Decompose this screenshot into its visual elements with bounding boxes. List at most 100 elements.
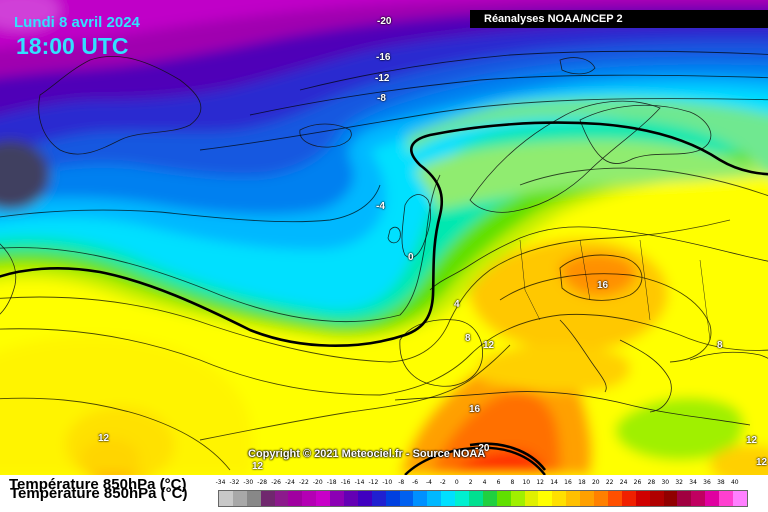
- isotherm-label: 8: [465, 333, 471, 344]
- legend-swatch: [385, 491, 400, 506]
- legend-tick-label: 26: [633, 479, 642, 486]
- legend-tick-label: 16: [564, 479, 572, 486]
- legend-tick-label: 12: [536, 479, 544, 486]
- legend-swatch: [413, 491, 428, 506]
- legend-swatch: [260, 491, 275, 506]
- isotherm-label: -12: [375, 73, 390, 84]
- legend-swatch: [566, 491, 581, 506]
- legend-tick-label: 22: [605, 479, 614, 486]
- legend-swatch: [288, 491, 303, 506]
- legend-swatch: [719, 491, 733, 506]
- legend-tick-label: -30: [243, 479, 254, 486]
- isotherm-label: -20: [377, 16, 392, 27]
- legend-tick-label: -22: [298, 479, 309, 486]
- legend-tick-label: 32: [675, 479, 683, 486]
- legend-tick-label: 14: [550, 479, 558, 486]
- legend-swatch: [732, 491, 747, 506]
- legend-tick-label: -12: [368, 479, 379, 486]
- legend-swatch: [302, 491, 317, 506]
- isotherm-label: 16: [469, 404, 481, 415]
- legend-swatch: [344, 491, 358, 506]
- legend-swatch: [427, 491, 442, 506]
- legend-swatch: [357, 491, 372, 506]
- legend-tick-label: -18: [326, 479, 337, 486]
- legend-swatch: [538, 491, 553, 506]
- color-legend: Température 850hPa (°C) Température 850h…: [0, 475, 768, 512]
- date-label: Lundi 8 avril 2024: [14, 14, 140, 31]
- legend-tick-label: 18: [578, 479, 586, 486]
- legend-swatch: [649, 491, 664, 506]
- coastlines: [0, 56, 768, 426]
- isotherm-lines: [0, 121, 768, 471]
- legend-tick-label: -34: [215, 479, 226, 486]
- legend-tick-label: -10: [382, 479, 393, 486]
- copyright-text: Copyright © 2021 Meteociel.fr - Source N…: [248, 448, 486, 460]
- legend-swatch: [691, 491, 706, 506]
- legend-swatch: [524, 491, 539, 506]
- legend-tick-label: 38: [717, 479, 725, 486]
- legend-title-shadow: Température 850hPa (°C): [10, 485, 188, 502]
- legend-tick-label: -24: [285, 479, 295, 486]
- isotherm-label: 16: [597, 280, 609, 291]
- legend-tick-label: 20: [591, 479, 600, 486]
- legend-tick-label: -2: [439, 479, 446, 486]
- legend-tick-label: 30: [661, 479, 670, 486]
- legend-tick-label: -32: [229, 479, 240, 486]
- isotherm-label: 4: [454, 299, 460, 310]
- legend-tick-label: -20: [312, 479, 323, 486]
- legend-swatch: [663, 491, 678, 506]
- legend-swatch: [246, 491, 261, 506]
- legend-swatches: [218, 490, 748, 507]
- isotherm-label: 12: [483, 340, 495, 351]
- source-banner: Réanalyses NOAA/NCEP 2: [470, 10, 768, 28]
- thin-isotherms: [0, 50, 768, 471]
- legend-swatch: [635, 491, 650, 506]
- isotherm-label: -4: [376, 201, 385, 212]
- legend-swatch: [552, 491, 567, 506]
- legend-tick-label: 34: [689, 479, 697, 486]
- legend-swatch: [607, 491, 622, 506]
- legend-swatch: [621, 491, 636, 506]
- legend-swatch: [496, 491, 511, 506]
- legend-swatch: [316, 491, 331, 506]
- legend-swatch: [219, 491, 233, 506]
- isotherm-label: -8: [377, 93, 386, 104]
- legend-tick-label: 40: [730, 479, 739, 486]
- legend-swatch: [594, 491, 608, 506]
- legend-swatch: [399, 491, 414, 506]
- legend-tick-label: -8: [398, 479, 405, 486]
- legend-tick-label: -14: [354, 479, 365, 486]
- legend-tick-label: -4: [426, 479, 432, 486]
- legend-tick-label: 36: [703, 479, 711, 486]
- legend-tick-label: -26: [271, 479, 281, 486]
- legend-swatch: [330, 491, 345, 506]
- legend-swatch: [677, 491, 692, 506]
- legend-tick-label: 2: [468, 479, 473, 486]
- isotherm-label: -16: [376, 52, 391, 63]
- legend-tick-label: 0: [454, 479, 459, 486]
- isotherm-label: -20: [475, 443, 490, 454]
- legend-tick-label: 10: [522, 479, 531, 486]
- isotherm-label: 12: [746, 435, 758, 446]
- legend-swatch: [441, 491, 456, 506]
- legend-swatch: [232, 491, 247, 506]
- map-canvas: [0, 0, 768, 475]
- legend-tick-label: 6: [496, 479, 501, 486]
- legend-tick-label: 24: [619, 479, 628, 486]
- isotherm-label: 0: [408, 252, 414, 263]
- isotherm-label: 12: [756, 457, 768, 468]
- isotherm-label: 12: [252, 461, 264, 472]
- legend-swatch: [274, 491, 289, 506]
- temperature-field: [0, 0, 768, 475]
- legend-swatch: [580, 491, 595, 506]
- legend-tick-label: -28: [257, 479, 268, 486]
- legend-swatch: [705, 491, 720, 506]
- temperature-map: -20 -16 -12 -8 -4 0 4 8 12 16 12 12 16 8…: [0, 0, 768, 475]
- legend-swatch: [510, 491, 525, 506]
- legend-tick-label: 8: [510, 479, 515, 486]
- isotherm-0-line: [0, 121, 768, 347]
- legend-swatch: [469, 491, 483, 506]
- legend-swatch: [455, 491, 470, 506]
- legend-tick-label: -6: [412, 479, 419, 486]
- legend-tick-label: 4: [482, 479, 487, 486]
